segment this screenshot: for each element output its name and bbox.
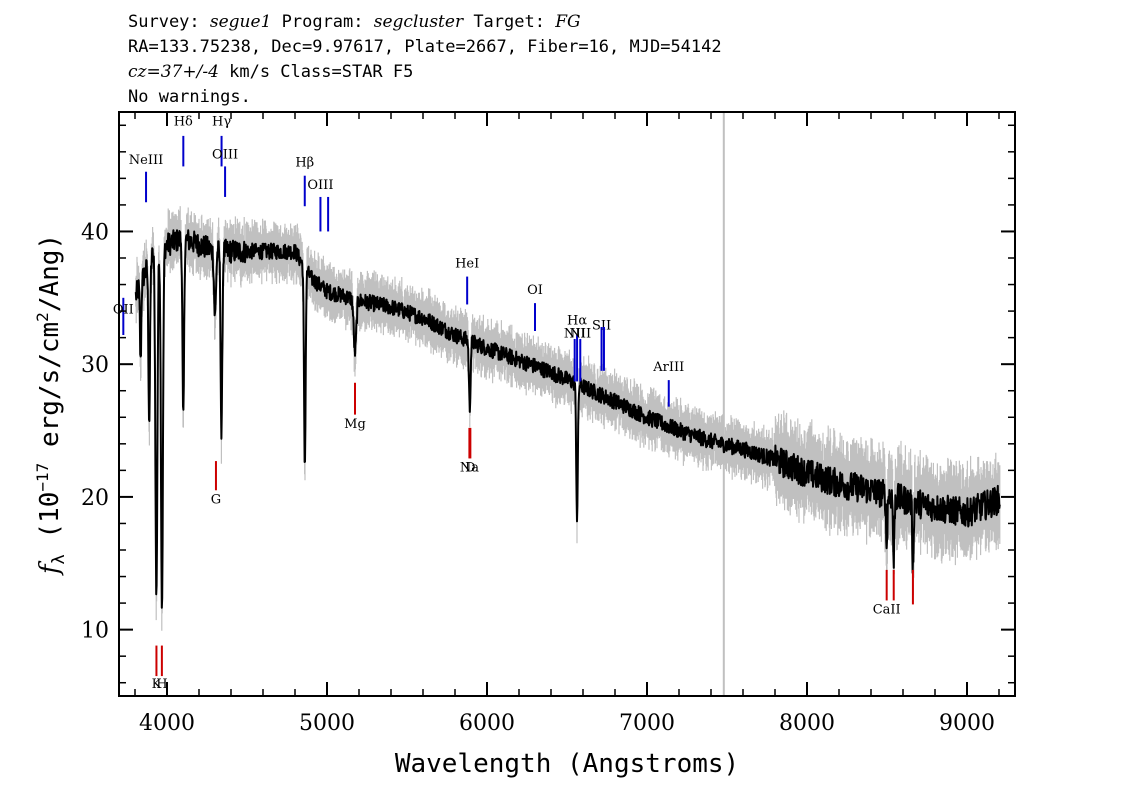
absorption-line-label: Na <box>460 461 479 476</box>
survey-label: Survey: <box>128 12 210 32</box>
emission-line-label: SII <box>592 319 611 334</box>
emission-line-label: OIII <box>212 147 238 162</box>
plot-frame <box>118 111 1016 697</box>
program-label: Program: <box>271 12 374 32</box>
spectrum-series <box>134 229 1001 609</box>
spectrum-line <box>134 229 1001 609</box>
y-axis-tail: /Ang) <box>35 234 65 312</box>
absorption-line-label: D <box>465 461 475 476</box>
header-line-2: RA=133.75238, Dec=9.97617, Plate=2667, F… <box>128 37 722 57</box>
y-axis-units-exp: 2 <box>33 312 52 322</box>
error-band <box>135 206 1001 631</box>
y-tick-label: 40 <box>81 220 109 245</box>
header-line-3: cz=37+/-4 km/s Class=STAR F5 <box>128 62 413 82</box>
x-axis-title: Wavelength (Angstroms) <box>395 749 739 779</box>
y-axis-text: (10 <box>35 492 65 555</box>
axis-ticks: 4000 5000 6000 7000 8000 9000 10 20 30 40 <box>81 112 1015 736</box>
absorption-line-label: CaII <box>873 603 901 618</box>
y-axis-exp: −17 <box>33 463 52 492</box>
y-tick-label: 30 <box>81 353 109 378</box>
x-tick-label: 9000 <box>939 711 995 736</box>
y-axis-lambda: λ <box>49 554 69 564</box>
header-line-4: No warnings. <box>128 87 251 107</box>
emission-line-label: OIII <box>307 178 333 193</box>
emission-line-label: NII <box>564 327 586 342</box>
emission-line-label: Hδ <box>174 114 193 129</box>
class-text: km/s Class=STAR F5 <box>218 62 414 82</box>
x-tick-label: 5000 <box>299 711 355 736</box>
emission-line-label: OI <box>527 283 543 298</box>
target-label: Target: <box>463 12 556 32</box>
error-band-path <box>135 206 1001 631</box>
x-tick-label: 7000 <box>619 711 675 736</box>
emission-line-label: ArIII <box>652 360 684 375</box>
emission-line-label: Hγ <box>212 114 231 129</box>
absorption-line-label: G <box>211 493 221 508</box>
emission-line-label: Hβ <box>295 155 314 170</box>
y-tick-label: 20 <box>81 486 109 511</box>
emission-line-label: OII <box>113 303 134 318</box>
y-tick-label: 10 <box>81 619 109 644</box>
absorption-line-label: Mg <box>344 417 366 432</box>
survey-value: segue1 <box>209 12 272 32</box>
y-axis-title: fλ (10−17 erg/s/cm2/Ang) <box>33 234 69 576</box>
y-axis-units: erg/s/cm <box>35 322 65 463</box>
absorption-line-label: H <box>156 677 167 692</box>
redshift-value: cz=37+/-4 <box>128 62 219 82</box>
emission-line-label: Hα <box>567 313 587 328</box>
x-tick-label: 4000 <box>139 711 195 736</box>
x-tick-label: 6000 <box>459 711 515 736</box>
x-tick-label: 8000 <box>779 711 835 736</box>
emission-line-label: HeI <box>455 256 479 271</box>
absorption-line-label: K <box>152 677 162 692</box>
program-value: segcluster <box>373 12 464 32</box>
emission-line-label: NII <box>569 327 591 342</box>
header-line-1: Survey: segue1 Program: segcluster Targe… <box>128 12 581 32</box>
target-value: FG <box>555 12 581 32</box>
emission-line-label: NeIII <box>129 153 163 168</box>
